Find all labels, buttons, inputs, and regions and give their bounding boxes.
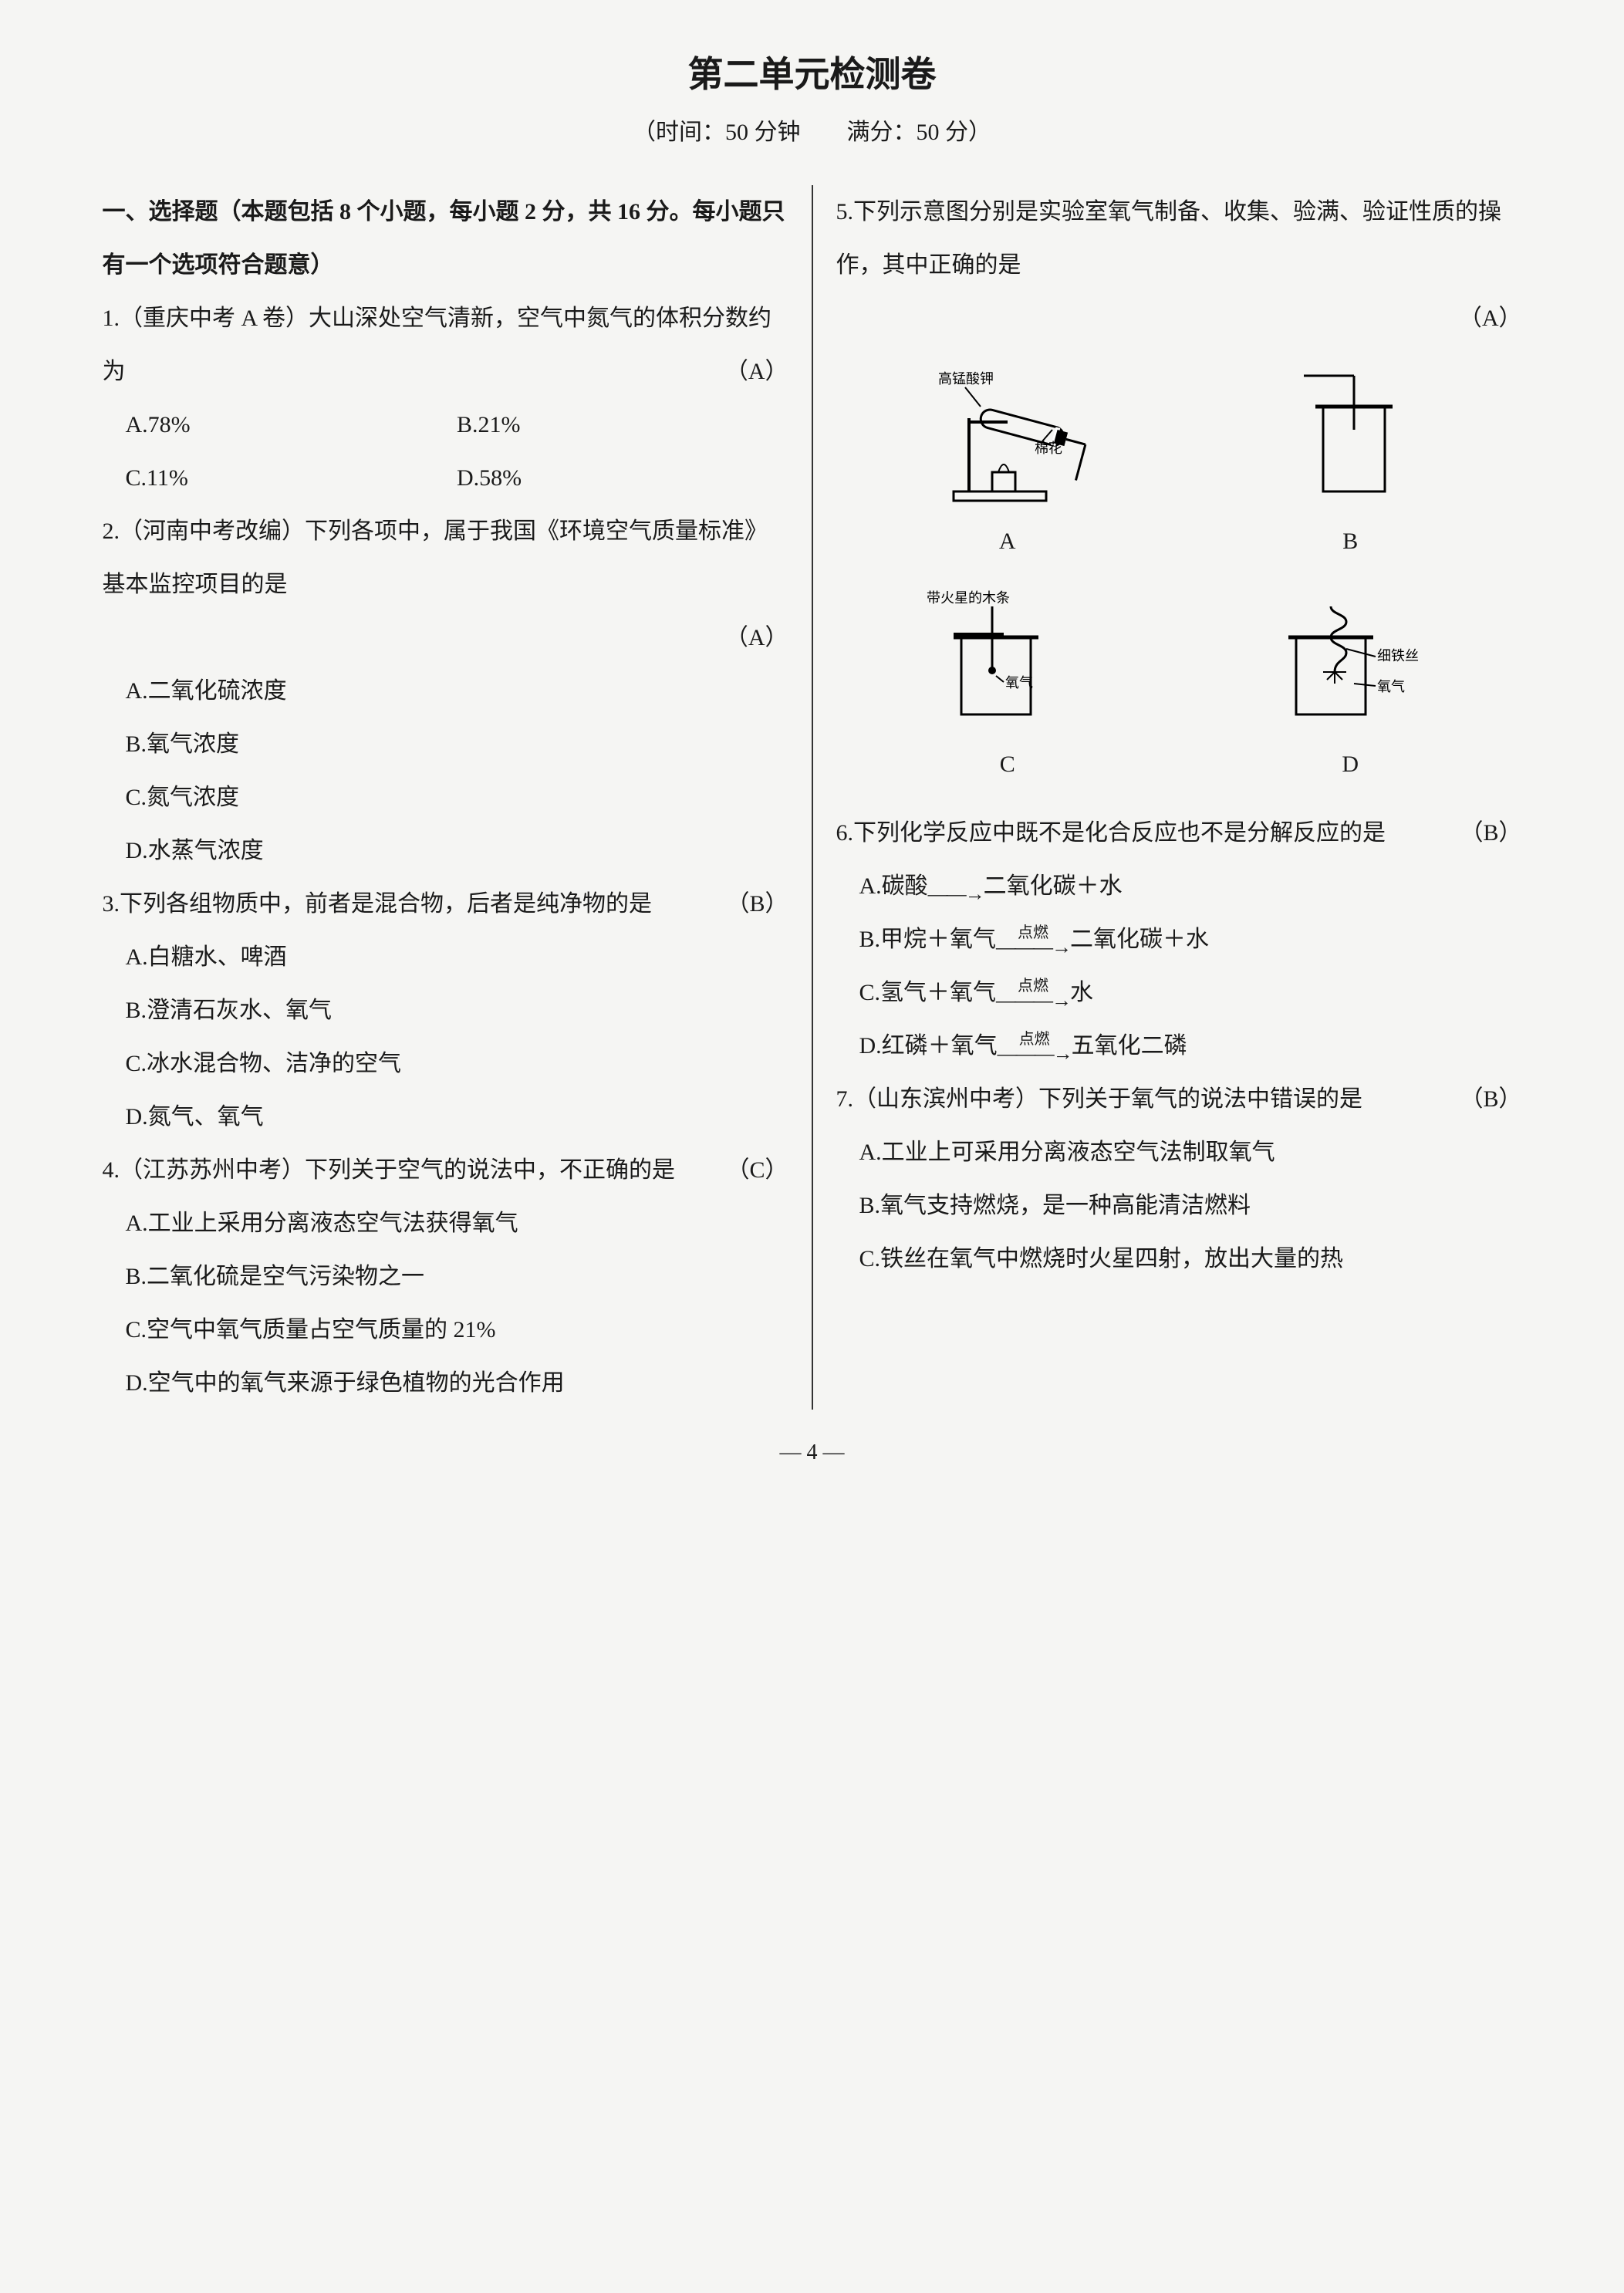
q4-opt-b: B.二氧化硫是空气污染物之一 [126, 1250, 788, 1303]
q1-opt-a: A.78% [126, 398, 457, 451]
q4-opt-a: A.工业上采用分离液态空气法获得氧气 [126, 1197, 788, 1250]
q4-stem: （江苏苏州中考）下列关于空气的说法中，不正确的是 [120, 1157, 675, 1183]
annot-xts: 细铁丝 [1377, 648, 1419, 664]
question-6: 6.下列化学反应中既不是化合反应也不是分解反应的是 （B） A.碳酸 ——→二氧… [836, 806, 1522, 1072]
q4-opt-d: D.空气中的氧气来源于绿色植物的光合作用 [126, 1356, 788, 1410]
q1-opt-c: C.11% [126, 451, 457, 505]
q6-opt-a: A.碳酸 ——→二氧化碳＋水 [859, 859, 1522, 913]
q3-answer: （B） [726, 877, 788, 930]
question-3: 3.下列各组物质中，前者是混合物，后者是纯净物的是 （B） A.白糖水、啤酒 B… [103, 877, 788, 1143]
q6-num: 6. [836, 820, 854, 846]
q5-label-a: A [836, 515, 1180, 568]
right-column: 5.下列示意图分别是实验室氧气制备、收集、验满、验证性质的操作，其中正确的是 （… [813, 185, 1545, 1410]
q4-answer: （C） [726, 1143, 788, 1197]
q2-opt-b: B.氧气浓度 [126, 718, 788, 771]
q5-diagram-d: 细铁丝 氧气 [1179, 583, 1522, 730]
q1-opt-b: B.21% [457, 398, 788, 451]
q3-opt-d: D.氮气、氧气 [126, 1090, 788, 1143]
q6b-post: 二氧化碳＋水 [1070, 927, 1209, 952]
section-1-header: 一、选择题（本题包括 8 个小题，每小题 2 分，共 16 分。每小题只有一个选… [103, 185, 788, 292]
q2-opt-c: C.氮气浓度 [126, 771, 788, 824]
question-4: 4.（江苏苏州中考）下列关于空气的说法中，不正确的是 （C） A.工业上采用分离… [103, 1143, 788, 1410]
annot-gmsj: 高锰酸钾 [938, 371, 994, 387]
q4-num: 4. [103, 1157, 120, 1183]
q6d-pre: D.红磷＋氧气 [859, 1033, 998, 1059]
q6a-pre: A.碳酸 [859, 873, 928, 899]
q6c-post: 水 [1070, 980, 1093, 1005]
q5-stem: 下列示意图分别是实验室氧气制备、收集、验满、验证性质的操作，其中正确的是 [836, 199, 1502, 278]
q6-stem: 下列化学反应中既不是化合反应也不是分解反应的是 [853, 820, 1386, 846]
q7-opt-a: A.工业上可采用分离液态空气法制取氧气 [859, 1126, 1522, 1179]
q6-opt-c: C.氢气＋氧气点燃———→水 [859, 966, 1522, 1019]
q2-opt-d: D.水蒸气浓度 [126, 824, 788, 877]
arrow-icon: 点燃———→ [996, 978, 1070, 1011]
annot-dhx: 带火星的木条 [927, 590, 1010, 606]
left-column: 一、选择题（本题包括 8 个小题，每小题 2 分，共 16 分。每小题只有一个选… [79, 185, 813, 1410]
q5-diagram-a: 高锰酸钾 [836, 360, 1180, 507]
question-2: 2.（河南中考改编）下列各项中，属于我国《环境空气质量标准》基本监控项目的是 （… [103, 505, 788, 877]
q7-opt-b: B.氧气支持燃烧，是一种高能清洁燃料 [859, 1179, 1522, 1232]
q5-diagrams-row2: 带火星的木条 氧气 [836, 583, 1522, 730]
q3-opt-b: B.澄清石灰水、氧气 [126, 984, 788, 1037]
q2-answer: （A） [725, 611, 788, 664]
annot-mh: 棉花 [1035, 441, 1062, 456]
q5-label-c: C [836, 738, 1180, 791]
page-subtitle: （时间：50 分钟 满分：50 分） [79, 113, 1545, 147]
q5-label-b: B [1179, 515, 1522, 568]
q6-opt-b: B.甲烷＋氧气点燃———→二氧化碳＋水 [859, 913, 1522, 966]
arrow-icon: 点燃———→ [998, 1032, 1072, 1064]
page-number: — 4 — [79, 1440, 1545, 1465]
q5-num: 5. [836, 199, 854, 225]
q6-opt-d: D.红磷＋氧气点燃———→五氧化二磷 [859, 1019, 1522, 1072]
q4-opt-c: C.空气中氧气质量占空气质量的 21% [126, 1303, 788, 1356]
q3-opt-a: A.白糖水、啤酒 [126, 930, 788, 984]
annot-yq2: 氧气 [1377, 679, 1405, 694]
q5-diagrams-row1: 高锰酸钾 [836, 360, 1522, 507]
q7-answer: （B） [1460, 1072, 1521, 1126]
q3-stem: 下列各组物质中，前者是混合物，后者是纯净物的是 [120, 891, 652, 917]
q5-diagram-c: 带火星的木条 氧气 [836, 583, 1180, 730]
annot-yq: 氧气 [1005, 675, 1033, 691]
q2-num: 2. [103, 518, 120, 544]
q6-answer: （B） [1460, 806, 1521, 859]
question-1: 1.（重庆中考 A 卷）大山深处空气清新，空气中氮气的体积分数约为 （A） A.… [103, 292, 788, 505]
q5-label-d: D [1179, 738, 1522, 791]
q3-opt-c: C.冰水混合物、洁净的空气 [126, 1037, 788, 1090]
q3-num: 3. [103, 891, 120, 917]
q1-opt-d: D.58% [457, 451, 788, 505]
q6d-post: 五氧化二磷 [1072, 1033, 1187, 1059]
q2-opt-a: A.二氧化硫浓度 [126, 664, 788, 718]
q5-answer: （A） [1459, 292, 1522, 345]
q1-answer: （A） [725, 345, 788, 398]
q7-stem: （山东滨州中考）下列关于氧气的说法中错误的是 [853, 1086, 1362, 1112]
q1-num: 1. [103, 306, 120, 331]
q6c-pre: C.氢气＋氧气 [859, 980, 997, 1005]
arrow-icon: ——→ [928, 872, 984, 904]
q5-diagram-b [1179, 360, 1522, 507]
question-7: 7.（山东滨州中考）下列关于氧气的说法中错误的是 （B） A.工业上可采用分离液… [836, 1072, 1522, 1285]
q7-num: 7. [836, 1086, 854, 1112]
question-5: 5.下列示意图分别是实验室氧气制备、收集、验满、验证性质的操作，其中正确的是 （… [836, 185, 1522, 791]
q1-stem: （重庆中考 A 卷）大山深处空气清新，空气中氮气的体积分数约为 [103, 306, 772, 384]
arrow-icon: 点燃———→ [996, 925, 1070, 957]
page-title: 第二单元检测卷 [79, 46, 1545, 97]
q6a-post: 二氧化碳＋水 [984, 873, 1123, 899]
q6b-pre: B.甲烷＋氧气 [859, 927, 997, 952]
q7-opt-c: C.铁丝在氧气中燃烧时火星四射，放出大量的热 [859, 1232, 1522, 1285]
content-columns: 一、选择题（本题包括 8 个小题，每小题 2 分，共 16 分。每小题只有一个选… [79, 185, 1545, 1410]
q2-stem: （河南中考改编）下列各项中，属于我国《环境空气质量标准》基本监控项目的是 [103, 518, 768, 597]
